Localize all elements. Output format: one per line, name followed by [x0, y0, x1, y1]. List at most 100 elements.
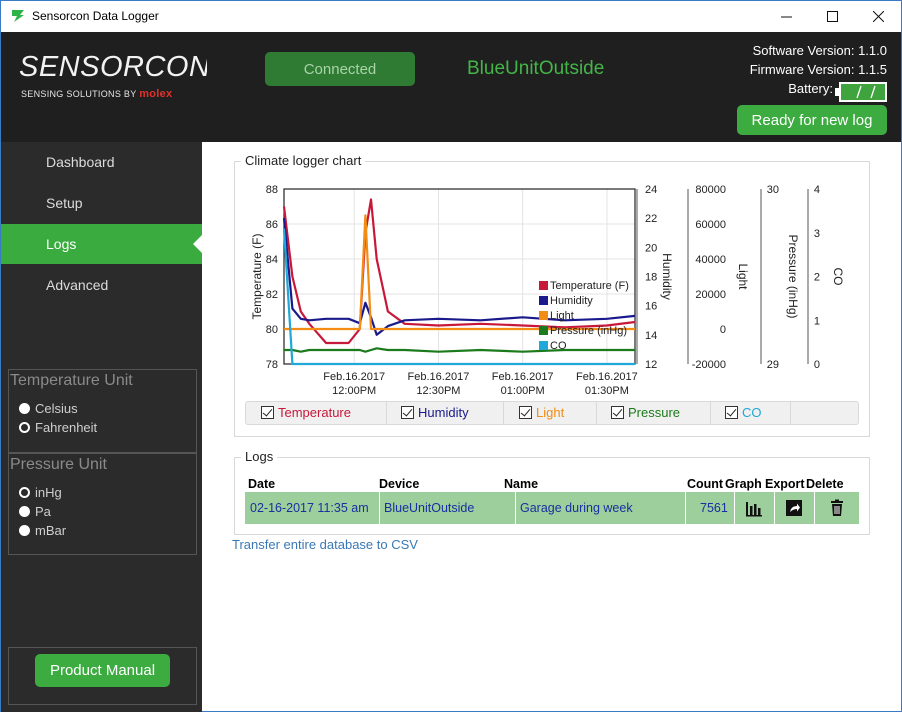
logo-tagline-text: SENSING SOLUTIONS BY [21, 89, 137, 99]
toggle-pressure-label: Pressure [628, 405, 681, 420]
radio-mbar[interactable]: mBar [19, 523, 66, 538]
y-tick-light: 0 [720, 324, 726, 336]
y-tick-temperature: 84 [266, 254, 278, 266]
climate-chart: 78 80 82 84 86 88 Feb.16.2017 12:00PM Feb.16.201… [250, 184, 845, 397]
table-row[interactable]: 02-16-2017 11:35 am BlueUnitOutside Gara… [245, 492, 859, 524]
svg-text:SENSORCON: SENSORCON [19, 51, 207, 83]
x-tick-date: Feb.16.2017 [576, 371, 638, 383]
product-manual-button[interactable]: Product Manual [35, 654, 170, 687]
y-axis-label-light: Light [736, 263, 750, 290]
checkbox-checked-icon [401, 406, 414, 419]
legend-swatch [539, 341, 548, 350]
series-toggle-bar: Temperature Humidity Light Pressure CO [245, 401, 859, 425]
legend-entry: Temperature (F) [550, 280, 629, 292]
firmware-version: Firmware Version: 1.1.5 [749, 62, 887, 77]
radio-pa[interactable]: Pa [19, 504, 51, 519]
separator [379, 492, 380, 524]
transfer-database-link[interactable]: Transfer entire database to CSV [232, 537, 418, 552]
minimize-button[interactable] [763, 1, 809, 32]
separator [515, 492, 516, 524]
y-tick-humidity: 12 [645, 359, 657, 371]
battery-icon [835, 82, 887, 102]
series-line-temperature [282, 198, 636, 345]
sidebar-item-logs[interactable]: Logs [1, 224, 202, 264]
y-tick-light: 80000 [695, 184, 726, 196]
radio-unselected-icon [19, 506, 30, 517]
log-count: 7561 [700, 501, 728, 515]
y-tick-temperature: 80 [266, 324, 278, 336]
separator [734, 492, 735, 524]
logs-group-title: Logs [241, 449, 278, 464]
toggle-light[interactable]: Light [519, 405, 564, 420]
graph-button[interactable] [734, 492, 774, 524]
pressure-unit-title: Pressure Unit [10, 456, 107, 473]
radio-inhg-label: inHg [35, 485, 62, 500]
separator [503, 402, 504, 424]
toggle-humidity[interactable]: Humidity [401, 405, 469, 420]
legend-swatch [539, 281, 548, 290]
radio-mbar-label: mBar [35, 523, 67, 538]
close-icon [872, 11, 884, 22]
y-tick-co: 2 [814, 272, 820, 284]
legend-entry: CO [550, 340, 567, 352]
maximize-icon [826, 11, 838, 22]
x-tick-time: 01:00PM [501, 385, 545, 397]
radio-selected-icon [19, 487, 30, 498]
radio-unselected-icon [19, 525, 30, 536]
radio-celsius-label: Celsius [35, 401, 78, 416]
series-line-pressure [284, 347, 635, 353]
device-name: BlueUnitOutside [467, 58, 605, 79]
maximize-button[interactable] [809, 1, 855, 32]
x-tick-time: 12:30PM [416, 385, 460, 397]
separator [685, 492, 686, 524]
toggle-temperature[interactable]: Temperature [261, 405, 351, 420]
y-tick-humidity: 24 [645, 184, 657, 196]
trash-icon [831, 499, 843, 516]
logo-tagline: SENSING SOLUTIONS BY molex [21, 88, 172, 100]
sidebar-item-advanced[interactable]: Advanced [46, 277, 109, 293]
chart-group [234, 161, 870, 437]
toggle-co[interactable]: CO [725, 405, 762, 420]
log-device: BlueUnitOutside [384, 501, 475, 515]
y-axis-label-co: CO [831, 268, 845, 286]
y-tick-temperature: 82 [266, 289, 278, 301]
toggle-pressure[interactable]: Pressure [611, 405, 680, 420]
delete-button[interactable] [817, 492, 857, 524]
y-axis-label-humidity: Humidity [660, 253, 674, 300]
y-tick-humidity: 14 [645, 330, 657, 342]
pressure-unit-group [8, 453, 197, 555]
radio-inhg[interactable]: inHg [19, 485, 62, 500]
y-tick-humidity: 22 [645, 213, 657, 225]
column-header-date: Date [248, 477, 276, 491]
sidebar-item-dashboard[interactable]: Dashboard [46, 154, 115, 170]
sidebar-item-setup[interactable]: Setup [46, 195, 83, 211]
column-header-graph: Graph [725, 477, 762, 491]
toggle-temperature-label: Temperature [278, 405, 351, 420]
toggle-humidity-label: Humidity [418, 405, 469, 420]
radio-fahrenheit[interactable]: Fahrenheit [19, 420, 97, 435]
y-tick-humidity: 16 [645, 301, 657, 313]
y-tick-co: 1 [814, 315, 820, 327]
radio-fahrenheit-label: Fahrenheit [35, 420, 98, 435]
checkbox-checked-icon [611, 406, 624, 419]
battery-label: Battery: [788, 81, 833, 96]
separator [774, 492, 775, 524]
ready-for-new-log-button[interactable]: Ready for new log [737, 105, 887, 135]
close-button[interactable] [855, 1, 901, 32]
sensorcon-logo: SENSORCON [17, 46, 210, 106]
y-tick-co: 0 [814, 359, 820, 371]
minimize-icon [780, 16, 792, 18]
y-tick-co: 4 [814, 184, 820, 196]
toggle-co-label: CO [742, 405, 762, 420]
column-header-delete: Delete [806, 477, 844, 491]
x-tick-time: 12:00PM [332, 385, 376, 397]
export-button[interactable] [774, 492, 814, 524]
connection-status-button[interactable]: Connected [265, 52, 415, 86]
y-tick-light: -20000 [692, 359, 726, 371]
radio-celsius[interactable]: Celsius [19, 401, 78, 416]
legend-swatch [539, 326, 548, 335]
separator [814, 492, 815, 524]
app-icon [12, 10, 24, 22]
temperature-unit-title: Temperature Unit [10, 372, 133, 389]
plot-frame [283, 188, 636, 365]
